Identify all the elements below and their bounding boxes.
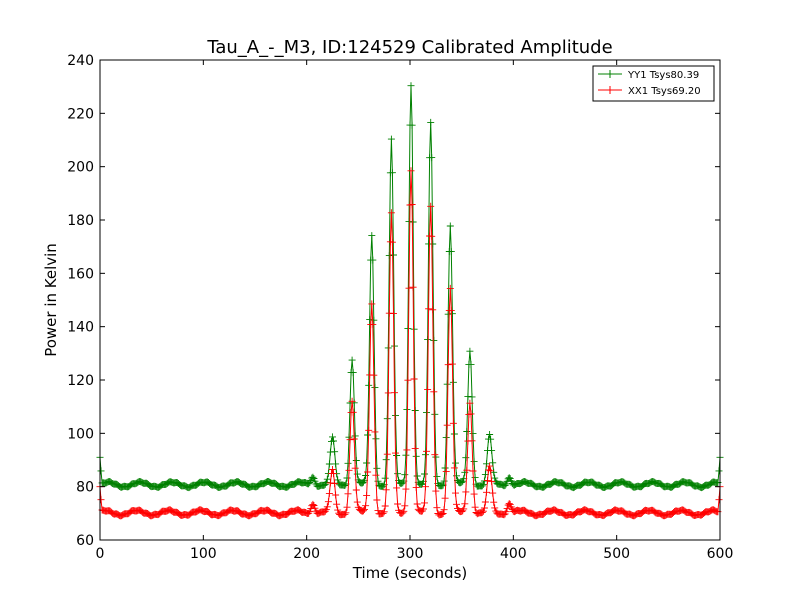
- x-tick-label: 200: [293, 546, 320, 562]
- x-tick-label: 600: [707, 546, 734, 562]
- legend-marker-xx1: [606, 86, 614, 94]
- y-tick-label: 100: [67, 426, 94, 442]
- ticks-layer: 0 100 200 300 400 500 600 60 80 100 120 140 160 180 20…: [67, 53, 733, 562]
- x-tick-label: 0: [96, 546, 105, 562]
- y-tick-label: 120: [67, 373, 94, 389]
- x-axis-label: Time (seconds): [352, 564, 468, 582]
- x-tick-label: 100: [190, 546, 217, 562]
- y-tick-label: 240: [67, 53, 94, 69]
- y-tick-label: 140: [67, 320, 94, 336]
- x-tick-label: 400: [500, 546, 527, 562]
- y-tick-label: 60: [76, 533, 94, 549]
- y-tick-label: 160: [67, 266, 94, 282]
- legend-entry-yy1: YY1 Tsys80.39: [598, 70, 699, 81]
- y-tick-label: 180: [67, 213, 94, 229]
- legend-marker-yy1: [606, 70, 614, 78]
- y-axis-label: Power in Kelvin: [42, 243, 60, 357]
- legend-label-yy1: YY1 Tsys80.39: [627, 70, 699, 81]
- legend-entry-xx1: XX1 Tsys69.20: [598, 86, 701, 97]
- y-tick-label: 220: [67, 106, 94, 122]
- y-tick-label: 200: [67, 160, 94, 176]
- legend-box: [592, 65, 715, 102]
- x-tick-label: 300: [397, 546, 424, 562]
- x-tick-label: 500: [603, 546, 630, 562]
- legend-label-xx1: XX1 Tsys69.20: [628, 86, 701, 97]
- chart-title: Tau_A_-_M3, ID:124529 Calibrated Amplitu…: [206, 37, 612, 58]
- legend: YY1 Tsys80.39 XX1 Tsys69.20: [592, 65, 715, 102]
- series-yy1: [96, 82, 724, 492]
- y-tick-label: 80: [76, 480, 94, 496]
